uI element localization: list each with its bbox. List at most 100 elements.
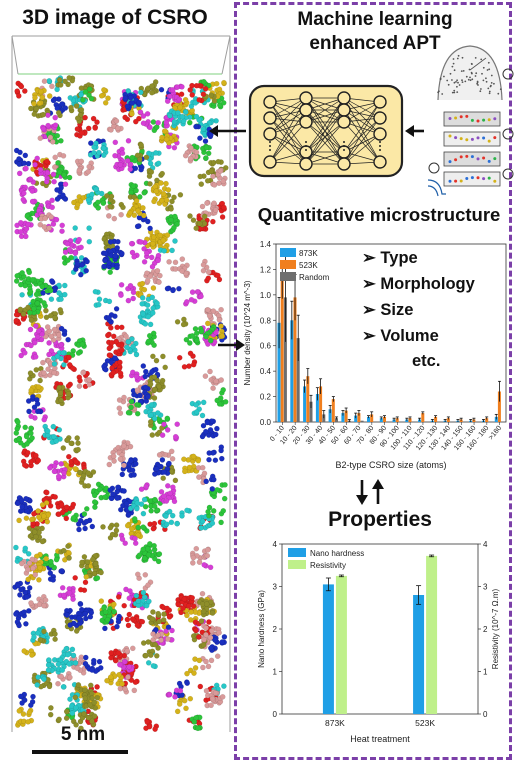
atom-dot	[71, 620, 77, 627]
atom-dot	[83, 267, 89, 274]
atom-dot	[148, 652, 154, 658]
atom-dot	[154, 268, 161, 274]
atom-dot	[22, 88, 28, 94]
atom-dot	[48, 296, 55, 302]
atom-dot	[195, 457, 202, 464]
atom-dot	[78, 271, 84, 278]
atom-dot	[78, 107, 85, 113]
atom-dot	[149, 83, 155, 89]
atom-dot	[46, 351, 52, 358]
atom-dot	[171, 194, 177, 201]
atom-dot	[181, 316, 187, 323]
atom-dot	[89, 191, 95, 198]
atom-dot	[59, 667, 66, 673]
atom-dot	[193, 402, 199, 408]
atom-dot	[203, 155, 209, 161]
atom-dot	[55, 473, 62, 480]
atom-dot	[218, 447, 224, 454]
atom-dot	[125, 622, 132, 629]
atom-dot	[146, 332, 153, 339]
atom-dot	[200, 608, 207, 615]
atom-dot	[205, 663, 212, 670]
atom-dot	[125, 409, 132, 416]
atom-dot	[106, 461, 113, 468]
atom-dot	[18, 219, 24, 226]
atom-dot	[155, 252, 162, 259]
y-axis-label: Nano hardness (GPa)	[257, 590, 266, 668]
atom-dot	[28, 317, 35, 323]
atom-dot	[13, 278, 20, 284]
atom-dot	[81, 711, 87, 717]
atom-dot	[60, 350, 67, 356]
atom-dot	[42, 333, 49, 340]
atom-dot	[104, 193, 110, 199]
atom-dot	[124, 103, 131, 110]
nn-node	[337, 145, 351, 159]
atom-dot	[146, 598, 152, 605]
atom-dot	[198, 525, 204, 531]
atom-dot	[74, 126, 81, 132]
atom-dot	[108, 193, 115, 200]
atom-dot	[188, 145, 194, 151]
atom-dot	[34, 155, 40, 162]
atom-dot	[214, 425, 220, 432]
atom-dot	[197, 135, 203, 141]
legend-label: Resistivity	[310, 561, 346, 570]
atom-dot	[102, 257, 108, 264]
atom-dot	[48, 348, 55, 354]
bullet-item: ➢ Type	[362, 249, 418, 267]
atom-dot	[102, 100, 109, 106]
atom-dot	[189, 333, 196, 339]
atom-dot	[25, 719, 31, 725]
atom-dot	[14, 273, 20, 279]
atom-dot	[75, 446, 81, 453]
atom-dot	[82, 687, 88, 693]
atom-dot	[202, 138, 209, 144]
atom-dot	[53, 556, 60, 563]
y-tick-label: 4	[273, 540, 278, 549]
bullet-list: ➢ Type ➢ Morphology ➢ Size ➢ Volume etc.	[362, 248, 512, 371]
atom-dot	[54, 353, 61, 360]
atom-dot	[41, 513, 47, 519]
atom-dot	[167, 490, 174, 497]
atom-dot	[84, 506, 90, 512]
atom-dot	[50, 139, 56, 145]
atom-dot	[199, 464, 206, 471]
ion-icon	[428, 162, 440, 174]
atom-dot	[18, 497, 25, 504]
bullet-item: ➢ Morphology	[362, 275, 475, 293]
atom-dot	[170, 484, 176, 490]
atom-dot	[133, 461, 139, 467]
atom-dot	[70, 596, 76, 602]
atom-dot	[206, 619, 212, 625]
atom-dot	[102, 494, 108, 500]
atom-dot	[93, 186, 99, 193]
atom-dot	[65, 383, 72, 389]
atom-dot	[150, 285, 157, 291]
atom-dot	[50, 221, 57, 227]
legend-label: Random	[299, 273, 330, 282]
atom-dot	[169, 627, 175, 634]
atom-dot	[181, 456, 187, 462]
atom-dot	[201, 562, 207, 568]
atom-dot	[111, 215, 118, 222]
atom-dot	[37, 565, 43, 571]
y-tick-label-right: 1	[483, 668, 488, 677]
atom-dot	[154, 300, 160, 307]
atom-dot	[208, 168, 215, 174]
atom-dot	[182, 152, 189, 159]
bounding-box-lines	[11, 35, 231, 732]
atom-dot	[54, 196, 61, 202]
atom-dot	[52, 122, 59, 128]
atom-dot	[28, 387, 34, 394]
atom-dot	[209, 695, 216, 702]
atom-dot	[156, 452, 163, 458]
atom-dot	[200, 267, 207, 274]
atom-dot	[20, 711, 27, 717]
atom-dot	[16, 161, 23, 167]
atom-dot	[208, 92, 215, 98]
atom-dot	[210, 173, 216, 180]
atom-dot	[127, 588, 133, 594]
atom-dot	[186, 464, 193, 471]
atom-dot	[218, 306, 224, 313]
